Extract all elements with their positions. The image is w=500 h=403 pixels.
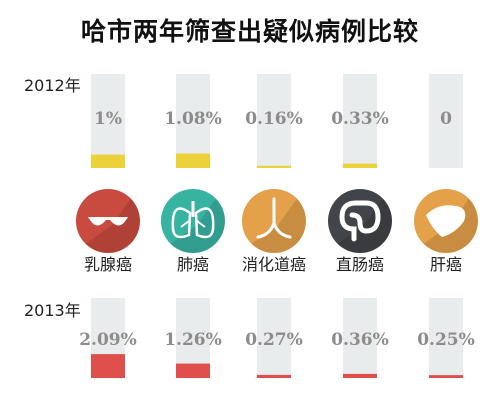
breast-icon [76, 189, 140, 253]
bar-0-3 [343, 163, 377, 168]
data-label-0-4: 0 [440, 109, 452, 129]
bar-track [91, 74, 125, 168]
data-label-0-1: 1.08% [164, 109, 222, 129]
lungs-icon [161, 189, 225, 253]
bar-track [257, 74, 291, 168]
category-label-4: 肝癌 [430, 255, 462, 274]
liver-icon [414, 189, 478, 253]
data-label-0-2: 0.16% [245, 109, 303, 129]
bar-track [343, 298, 377, 378]
bar-1-3 [343, 373, 377, 378]
data-label-1-1: 1.26% [164, 330, 222, 350]
data-label-0-0: 1% [94, 109, 122, 129]
category-label-1: 肺癌 [177, 255, 209, 274]
bar-1-4 [429, 375, 463, 378]
data-label-1-0: 2.09% [79, 330, 137, 350]
category-label-3: 直肠癌 [336, 255, 384, 274]
bar-track [429, 74, 463, 168]
category-label-2: 消化道癌 [242, 255, 306, 274]
bar-track [257, 298, 291, 378]
bar-track [343, 74, 377, 168]
bar-1-0 [91, 354, 125, 378]
year-label-2013: 2013年 [24, 301, 81, 320]
data-label-1-4: 0.25% [417, 330, 475, 350]
bar-track [429, 298, 463, 378]
bar-1-2 [257, 374, 291, 378]
category-label-0: 乳腺癌 [84, 255, 132, 274]
bar-0-2 [257, 165, 291, 168]
chart-title: 哈市两年筛查出疑似病例比较 [80, 17, 419, 46]
data-label-1-2: 0.27% [245, 330, 303, 350]
bar-track [176, 74, 210, 168]
bar-1-1 [176, 363, 210, 378]
year-label-2012: 2012年 [24, 76, 81, 95]
bar-0-0 [91, 154, 125, 168]
digestive-tract-icon [242, 189, 306, 253]
intestine-icon [328, 189, 392, 253]
bar-0-1 [176, 153, 210, 168]
data-label-1-3: 0.36% [331, 330, 389, 350]
data-label-0-3: 0.33% [331, 109, 389, 129]
